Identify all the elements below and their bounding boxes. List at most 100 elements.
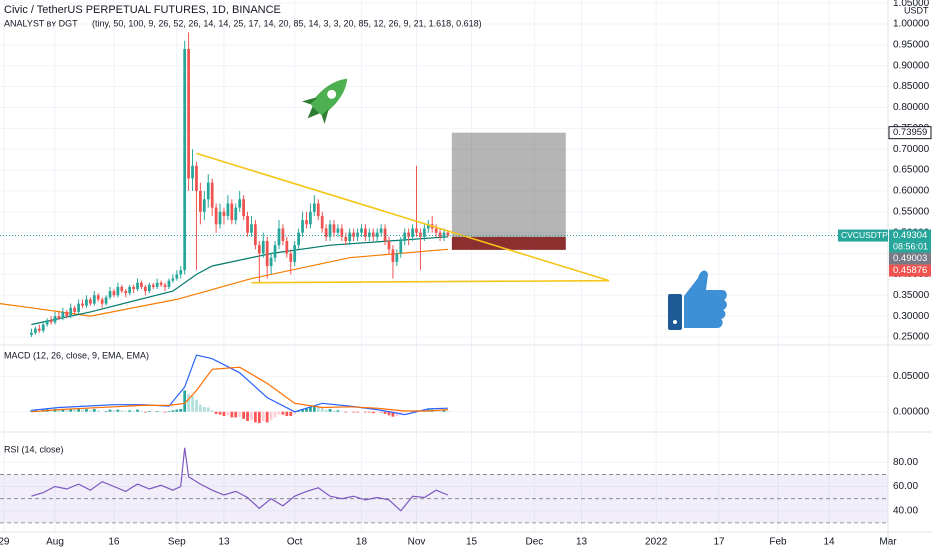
macd-histogram-bar	[344, 411, 348, 413]
candle-body	[273, 245, 277, 258]
macd-histogram-bar	[379, 411, 383, 413]
macd-histogram-bar	[305, 408, 308, 412]
candle-body	[120, 286, 124, 292]
candle-body	[399, 241, 403, 254]
macd-histogram-bar	[222, 411, 226, 417]
candle-body	[77, 303, 80, 312]
macd-histogram-bar	[120, 410, 124, 412]
symbol-tag: CVCUSDTPERP	[841, 230, 906, 240]
candle-body	[261, 241, 265, 254]
y-tick-label: 0.55000	[893, 206, 930, 217]
macd-histogram-bar	[352, 411, 356, 413]
y-tick-label: 0.65000	[893, 165, 930, 176]
macd-histogram-bar	[104, 411, 108, 412]
macd-histogram-bar	[324, 409, 328, 412]
candle-body	[242, 199, 245, 216]
macd-histogram-bar	[336, 410, 340, 412]
candle-body	[218, 211, 222, 225]
candle-body	[265, 241, 269, 267]
stop-price-tag: 0.45876	[893, 265, 927, 276]
candle-body	[332, 224, 336, 233]
macd-histogram-bar	[316, 406, 320, 412]
rsi-title: RSI (14, close)	[4, 444, 64, 454]
macd-histogram-bar	[171, 410, 175, 412]
candle-body	[206, 182, 210, 200]
candle-body	[112, 291, 116, 296]
candle-body	[128, 286, 132, 294]
indicator-params: (tiny, 50, 100, 9, 26, 52, 26, 14, 14, 2…	[92, 18, 482, 28]
candle-body	[124, 291, 128, 294]
macd-histogram-bar	[297, 411, 300, 412]
x-tick-label: 29	[0, 537, 10, 548]
candle-body	[210, 182, 214, 208]
candle-body	[226, 203, 230, 216]
macd-histogram-bar	[202, 406, 206, 412]
entry-price-tag-bg	[889, 252, 931, 265]
candle-body	[403, 232, 407, 242]
candle-body	[195, 165, 198, 191]
y-tick-label: 0.90000	[893, 60, 930, 71]
y-tick-label: 0.05000	[893, 371, 930, 382]
macd-histogram-bar	[92, 408, 96, 412]
macd-histogram-bar	[371, 411, 375, 414]
candle-body	[100, 299, 104, 304]
macd-histogram-bar	[257, 411, 261, 424]
candle-body	[364, 228, 367, 237]
current-price-tag: 0.49304	[893, 230, 927, 241]
candle-body	[395, 253, 399, 262]
candle-body	[360, 228, 363, 233]
candle-body	[352, 232, 356, 237]
candle-body	[92, 295, 96, 304]
y-tick-label: 0.35000	[893, 290, 930, 301]
macd-histogram-bar	[116, 409, 120, 412]
macd-histogram-bar	[140, 411, 143, 412]
candle-body	[191, 165, 194, 179]
candle-body	[230, 203, 234, 221]
candle-body	[391, 249, 395, 262]
x-tick-label: 18	[356, 537, 368, 548]
indicator-line	[31, 236, 448, 326]
macd-histogram-bar	[446, 411, 450, 412]
chart-title: Civic / TetherUS PERPETUAL FUTURES, 1D, …	[4, 4, 281, 16]
macd-histogram-bar	[65, 410, 69, 412]
macd-histogram-bar	[289, 411, 293, 417]
x-tick-label: 2022	[645, 537, 668, 548]
x-tick-label: 14	[823, 537, 835, 548]
macd-histogram-bar	[195, 399, 198, 412]
macd-histogram-bar	[285, 411, 289, 417]
stop-price-tag-bg	[889, 264, 931, 277]
grid	[0, 0, 889, 532]
candle-body	[41, 324, 45, 331]
position-target-zone	[451, 132, 566, 237]
candle-body	[144, 286, 147, 292]
macd-histogram-bar	[387, 411, 391, 416]
macd-histogram-bar	[124, 411, 128, 412]
macd-histogram-bar	[281, 411, 285, 415]
candle-body	[375, 232, 379, 237]
candle-body	[116, 286, 120, 296]
candle-body	[344, 236, 348, 242]
y-tick-label: 1.05000	[893, 0, 930, 9]
macd-histogram-bar	[163, 411, 167, 413]
macd-histogram-bar	[309, 406, 312, 412]
candle-body	[104, 297, 108, 304]
macd-histogram-bar	[367, 411, 371, 413]
candle-body	[309, 211, 312, 225]
x-tick-label: Feb	[769, 537, 787, 548]
macd-histogram-bar	[395, 411, 399, 417]
macd-histogram-bar	[57, 409, 61, 412]
macd-histogram-bar	[332, 410, 336, 412]
macd-histogram-bar	[403, 411, 407, 413]
macd-histogram-bar	[112, 410, 116, 412]
x-tick-label: Oct	[287, 537, 303, 548]
candle-body	[269, 257, 273, 267]
macd-histogram-bar	[293, 411, 297, 414]
candle-body	[151, 284, 155, 287]
macd-histogram-bar	[246, 411, 249, 421]
candle-body	[285, 241, 289, 254]
macd-histogram-bar	[144, 411, 147, 413]
candle-body	[348, 232, 352, 242]
candle-body	[30, 332, 33, 335]
y-tick-label: 0.30000	[893, 311, 930, 322]
macd-histogram-bar	[81, 409, 84, 412]
